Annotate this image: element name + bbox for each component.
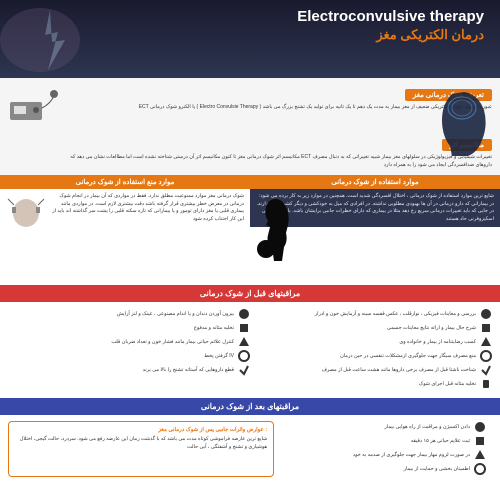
care-item: منع مصرف سیگار جهت جلوگیری ازمشکلات تنفس… bbox=[250, 350, 492, 362]
bullet-icon bbox=[474, 421, 486, 433]
care-after-right: دادن اکسیژن و مراقبت از راه هوایی بیمار ث… bbox=[274, 421, 492, 477]
contraindications-col: موارد منع استفاده از شوک درمانی شوک درما… bbox=[0, 175, 250, 285]
bullet-icon bbox=[480, 364, 492, 376]
sidebox-body: شایع ترین عارضه فراموشی کوتاه مدت می باش… bbox=[15, 435, 267, 451]
bullet-icon bbox=[238, 336, 250, 348]
indications-row: موارد منع استفاده از شوک درمانی شوک درما… bbox=[0, 175, 500, 285]
sidebox-header: عوارض واثرات جانبی پس از شوک درمانی مغز … bbox=[15, 426, 267, 435]
indications-header: موارد استفاده از شوک درمانی bbox=[250, 175, 500, 189]
care-after-header: مراقبتهای بعد از شوک درمانی bbox=[0, 398, 500, 415]
ect-device-graphic bbox=[6, 84, 60, 128]
bullet-icon bbox=[474, 463, 486, 475]
care-item: کسب رضایتنامه از بیمار و خانواده وی bbox=[250, 336, 492, 348]
bullet-icon bbox=[238, 350, 250, 362]
bullet-icon bbox=[474, 435, 486, 447]
care-after-sidebox: عوارض واثرات جانبی پس از شوک درمانی مغز … bbox=[8, 421, 274, 477]
care-before-right: بررسی و معاینات فیزیکی ، نوارقلب ، عکس ق… bbox=[250, 308, 492, 392]
bullet-icon bbox=[480, 336, 492, 348]
head-profile-graphic bbox=[434, 86, 494, 160]
care-item: کنترل علائم حیاتی بیمار مانند فشار خون و… bbox=[8, 336, 250, 348]
bullet-icon bbox=[480, 322, 492, 334]
bullet-icon bbox=[480, 308, 492, 320]
mechanism-section: مکانیسم اثر مکانیسم اثر شوک درمانی مغز ت… bbox=[0, 132, 500, 175]
care-item: بررسی و معاینات فیزیکی ، نوارقلب ، عکس ق… bbox=[250, 308, 492, 320]
bullet-icon bbox=[474, 449, 486, 461]
contraindications-header: موارد منع استفاده از شوک درمانی bbox=[0, 175, 250, 189]
care-before-section: بیرون آوردن دندان و یا اندام مصنوعی ، عی… bbox=[0, 302, 500, 398]
definition-section: تعریف شوک درمانی مغز ECT یا الکترو شوک د… bbox=[0, 78, 500, 132]
head-electrode-graphic bbox=[6, 195, 46, 237]
mechanism-body: مکانیسم اثر شوک درمانی مغز تا کنون مکانی… bbox=[64, 154, 492, 169]
care-item: گرفتن پخط IV bbox=[8, 350, 250, 362]
care-item: تخلیه مثانه قبل اجرای شوک bbox=[250, 378, 492, 390]
bullet-icon bbox=[238, 308, 250, 320]
bullet-icon bbox=[480, 378, 492, 390]
care-item: شناخت ناشتا قبل از مصرف برخی داروها مانن… bbox=[250, 364, 492, 376]
bullet-icon bbox=[480, 350, 492, 362]
indications-col: موارد استفاده از شوک درمانی شایع ترین مو… bbox=[250, 175, 500, 285]
contraindications-body: شوک درمانی مغز موارد ممنوعیت مطلق ندارد.… bbox=[0, 189, 250, 227]
care-item: دادن اکسیژن و مراقبت از راه هوایی بیمار bbox=[274, 421, 486, 433]
care-item: شرح حال بیمار و ارائه نتایج معاینات جسمی bbox=[250, 322, 492, 334]
brain-lightning-graphic bbox=[0, 0, 130, 78]
care-after-section: عوارض واثرات جانبی پس از شوک درمانی مغز … bbox=[0, 415, 500, 483]
care-item: بیرون آوردن دندان و یا اندام مصنوعی ، عی… bbox=[8, 308, 250, 320]
care-item: در صورت لزوم مهار بیمار جهت جلوگیری از ص… bbox=[274, 449, 486, 461]
care-item: قطع داروهایی که آستانه تشنج را بالا می ب… bbox=[8, 364, 250, 376]
care-item: تخلیه مثانه و مدفوع bbox=[8, 322, 250, 334]
bullet-icon bbox=[238, 364, 250, 376]
indications-body: شایع ترین موارد استفاده از شوک درمانی ، … bbox=[250, 189, 500, 227]
care-item: اطمینان بخشی و حمایت از بیمار bbox=[274, 463, 486, 475]
header: Electroconvulsive therapy درمان الکتریکی… bbox=[0, 0, 500, 78]
care-before-left: بیرون آوردن دندان و یا اندام مصنوعی ، عی… bbox=[8, 308, 250, 392]
bullet-icon bbox=[238, 322, 250, 334]
silhouette-graphic bbox=[254, 195, 298, 265]
care-before-header: مراقبتهای قبل از شوک درمانی bbox=[0, 285, 500, 302]
infographic-page: Electroconvulsive therapy درمان الکتریکی… bbox=[0, 0, 500, 500]
care-item: ثبت علایم حیاتی هر ۱۵ دقیقه bbox=[274, 435, 486, 447]
definition-body: ECT یا الکترو شوک درمانی ( Electro Convu… bbox=[66, 104, 492, 112]
